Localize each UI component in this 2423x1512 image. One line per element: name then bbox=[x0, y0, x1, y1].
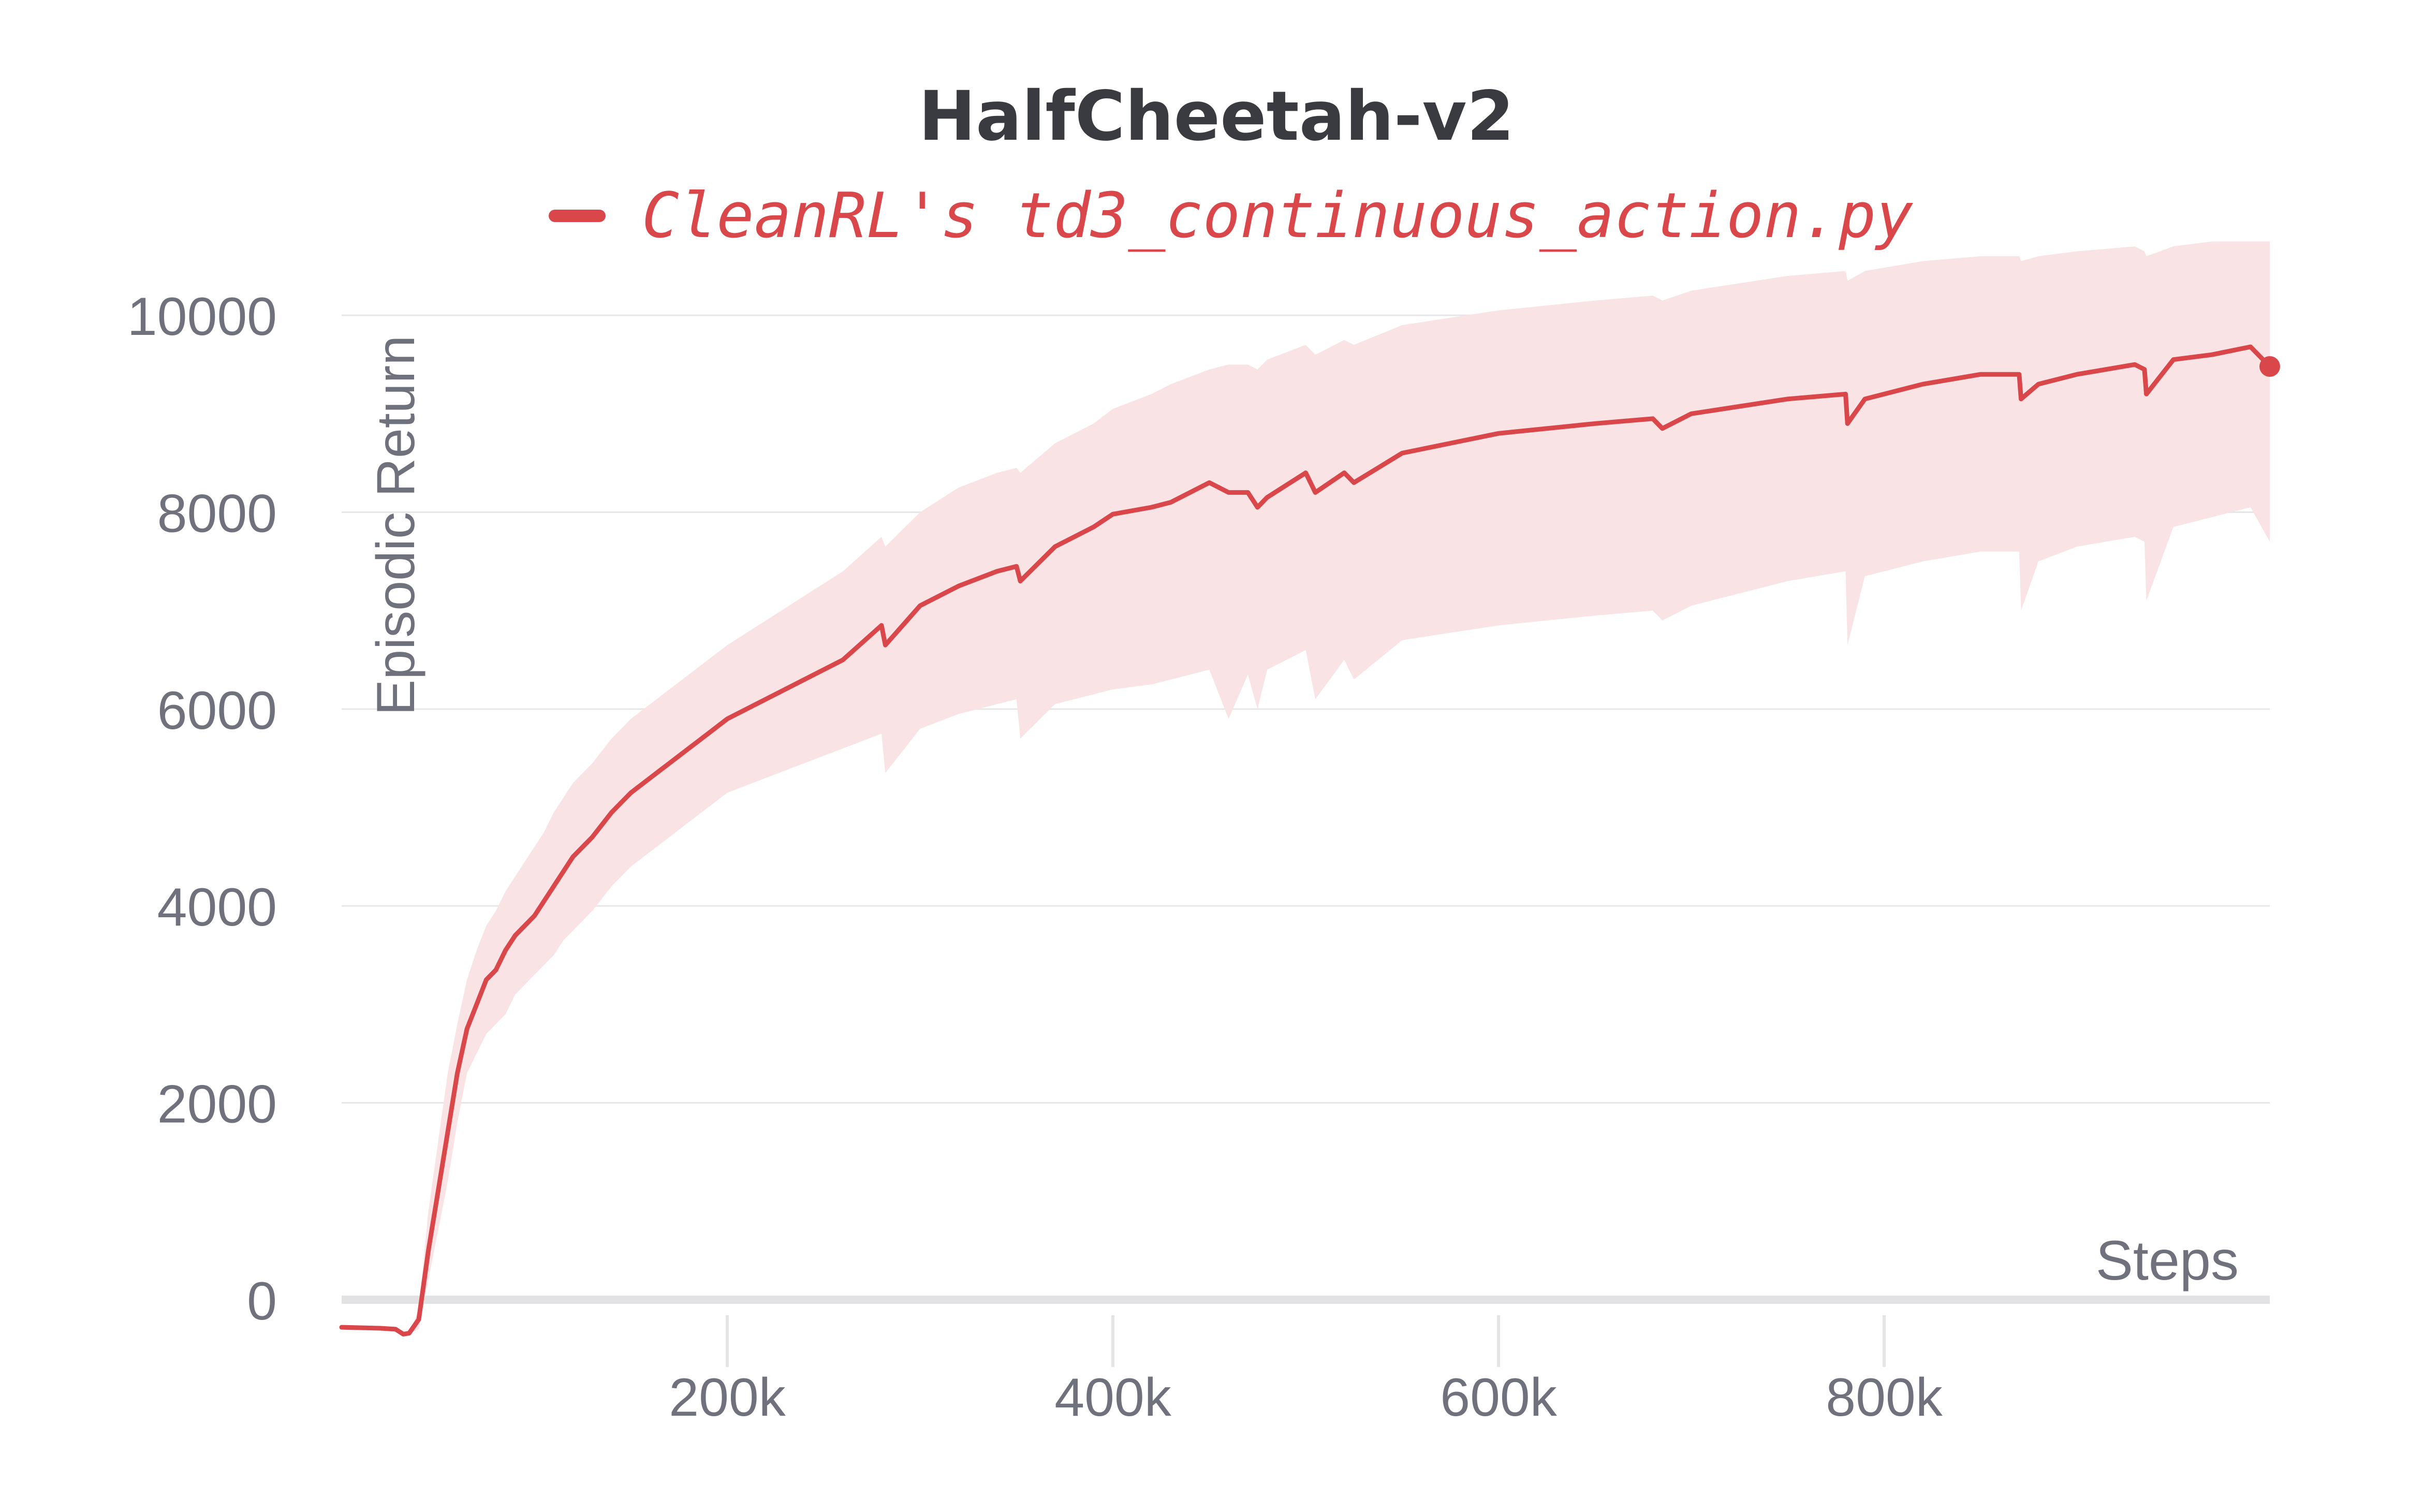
legend: CleanRL's td3_continuous_action.py bbox=[549, 180, 1913, 252]
legend-swatch bbox=[549, 210, 606, 222]
x-axis-label: Steps bbox=[2096, 1229, 2239, 1291]
legend-label: CleanRL's td3_continuous_action.py bbox=[642, 180, 1913, 252]
y-axis-ticks: 0 2000 4000 6000 8000 10000 bbox=[127, 287, 277, 1331]
y-tick-label: 2000 bbox=[157, 1075, 277, 1135]
series-line bbox=[339, 344, 2272, 1337]
y-tick-label: 0 bbox=[247, 1271, 277, 1331]
series-variance-band bbox=[342, 241, 2270, 1334]
chart-title: HalfCheetah-v2 bbox=[919, 77, 1515, 156]
x-tick-label: 200k bbox=[669, 1368, 786, 1428]
y-tick-label: 8000 bbox=[157, 483, 277, 544]
y-axis-label: Episodic Return bbox=[366, 335, 426, 715]
series-end-marker bbox=[2259, 356, 2280, 377]
x-axis-ticks: 200k 400k 600k 800k bbox=[669, 1315, 1943, 1428]
y-tick-label: 4000 bbox=[157, 877, 277, 937]
x-tick-label: 400k bbox=[1054, 1368, 1172, 1428]
y-tick-label: 6000 bbox=[157, 681, 277, 741]
y-tick-label: 10000 bbox=[127, 287, 277, 347]
x-tick-label: 600k bbox=[1440, 1368, 1558, 1428]
x-tick-label: 800k bbox=[1826, 1368, 1943, 1428]
